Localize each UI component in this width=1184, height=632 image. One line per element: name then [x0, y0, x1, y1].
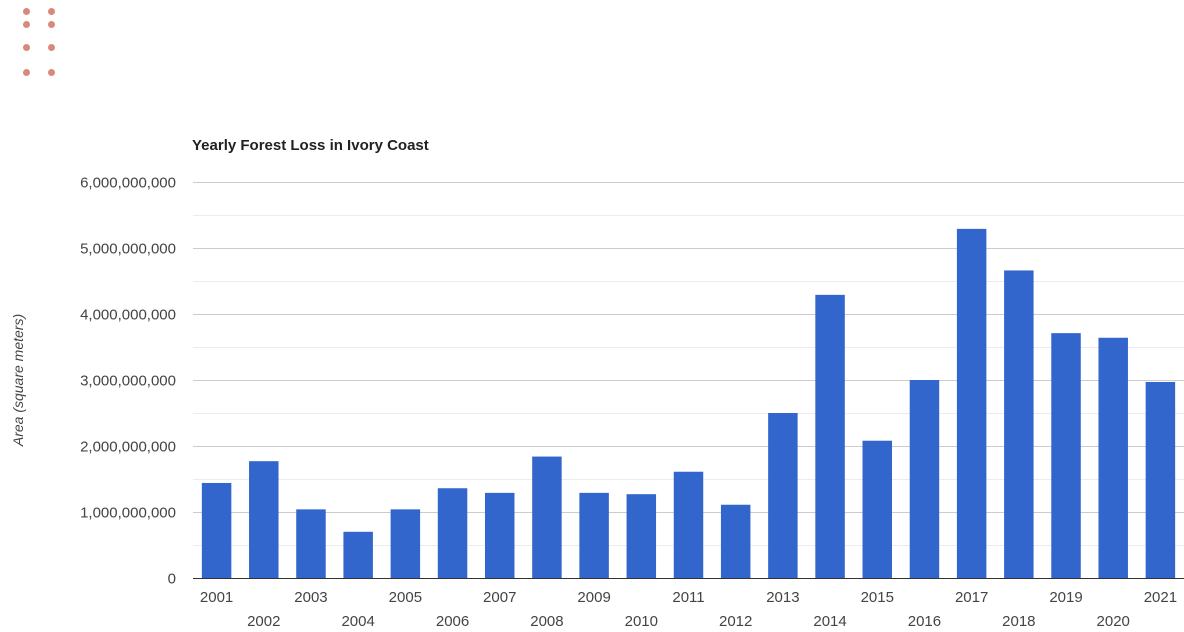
x-tick-label: 2020 [1097, 613, 1130, 630]
bar-2020 [1098, 337, 1128, 578]
bar-2013 [768, 413, 798, 578]
y-tick-label: 5,000,000,000 [80, 241, 176, 258]
x-axis-tick-labels: 2001 2002 2003 2004 2005 2006 2007 2008 2009 2010… [200, 589, 1177, 630]
x-tick-label: 2014 [813, 613, 846, 630]
x-tick-label: 2015 [861, 589, 894, 606]
y-axis-title: Area (square meters) [10, 314, 26, 447]
x-tick-label: 2005 [389, 589, 422, 606]
y-tick-label: 0 [168, 571, 176, 588]
menu-dot [23, 8, 30, 15]
menu-dot [48, 69, 55, 76]
bar-2021 [1145, 381, 1176, 578]
bar-2005 [390, 509, 421, 578]
menu-dot [48, 44, 55, 51]
y-tick-label: 2,000,000,000 [80, 439, 176, 456]
y-axis-tick-labels: 0 1,000,000,000 2,000,000,000 3,000,000,000… [80, 175, 176, 588]
x-tick-label: 2006 [436, 613, 469, 630]
bar-2003 [296, 509, 326, 578]
bar-2012 [720, 504, 751, 578]
y-tick-label: 1,000,000,000 [80, 505, 176, 522]
bar-2018 [1004, 270, 1034, 578]
bar-2011 [673, 471, 704, 578]
x-tick-label: 2003 [294, 589, 327, 606]
x-tick-label: 2007 [483, 589, 516, 606]
x-tick-label: 2017 [955, 589, 988, 606]
bar-2016 [909, 380, 940, 578]
bar-2010 [626, 494, 657, 578]
bar-2014 [815, 294, 845, 578]
x-tick-label: 2001 [200, 589, 233, 606]
x-tick-label: 2012 [719, 613, 752, 630]
x-tick-label: 2002 [247, 613, 280, 630]
menu-dot [23, 69, 30, 76]
bar-2001 [201, 482, 232, 578]
x-tick-label: 2021 [1144, 589, 1177, 606]
bar-2015 [862, 440, 892, 578]
y-tick-label: 6,000,000,000 [80, 175, 176, 192]
bar-2017 [956, 228, 987, 579]
x-tick-label: 2013 [766, 589, 799, 606]
menu-dot [23, 44, 30, 51]
bar-2009 [579, 492, 609, 578]
bar-2004 [343, 531, 373, 578]
bar-2008 [532, 456, 562, 578]
menu-dot [23, 21, 30, 28]
x-tick-label: 2004 [341, 613, 374, 630]
bar-2019 [1051, 333, 1081, 578]
menu-dot [48, 8, 55, 15]
bar-2007 [484, 492, 515, 578]
x-tick-label: 2008 [530, 613, 563, 630]
x-tick-label: 2009 [577, 589, 610, 606]
menu-dot [48, 21, 55, 28]
x-tick-label: 2011 [672, 589, 704, 606]
bar-2002 [249, 461, 279, 578]
y-tick-label: 3,000,000,000 [80, 373, 176, 390]
x-tick-label: 2016 [908, 613, 941, 630]
drag-handle-dots-icon[interactable] [20, 4, 70, 84]
x-tick-label: 2010 [625, 613, 658, 630]
x-tick-label: 2019 [1049, 589, 1082, 606]
bar-series [201, 228, 1176, 579]
chart-title: Yearly Forest Loss in Ivory Coast [192, 137, 429, 154]
bar-2006 [437, 488, 468, 578]
y-tick-label: 4,000,000,000 [80, 307, 176, 324]
x-tick-label: 2018 [1002, 613, 1035, 630]
